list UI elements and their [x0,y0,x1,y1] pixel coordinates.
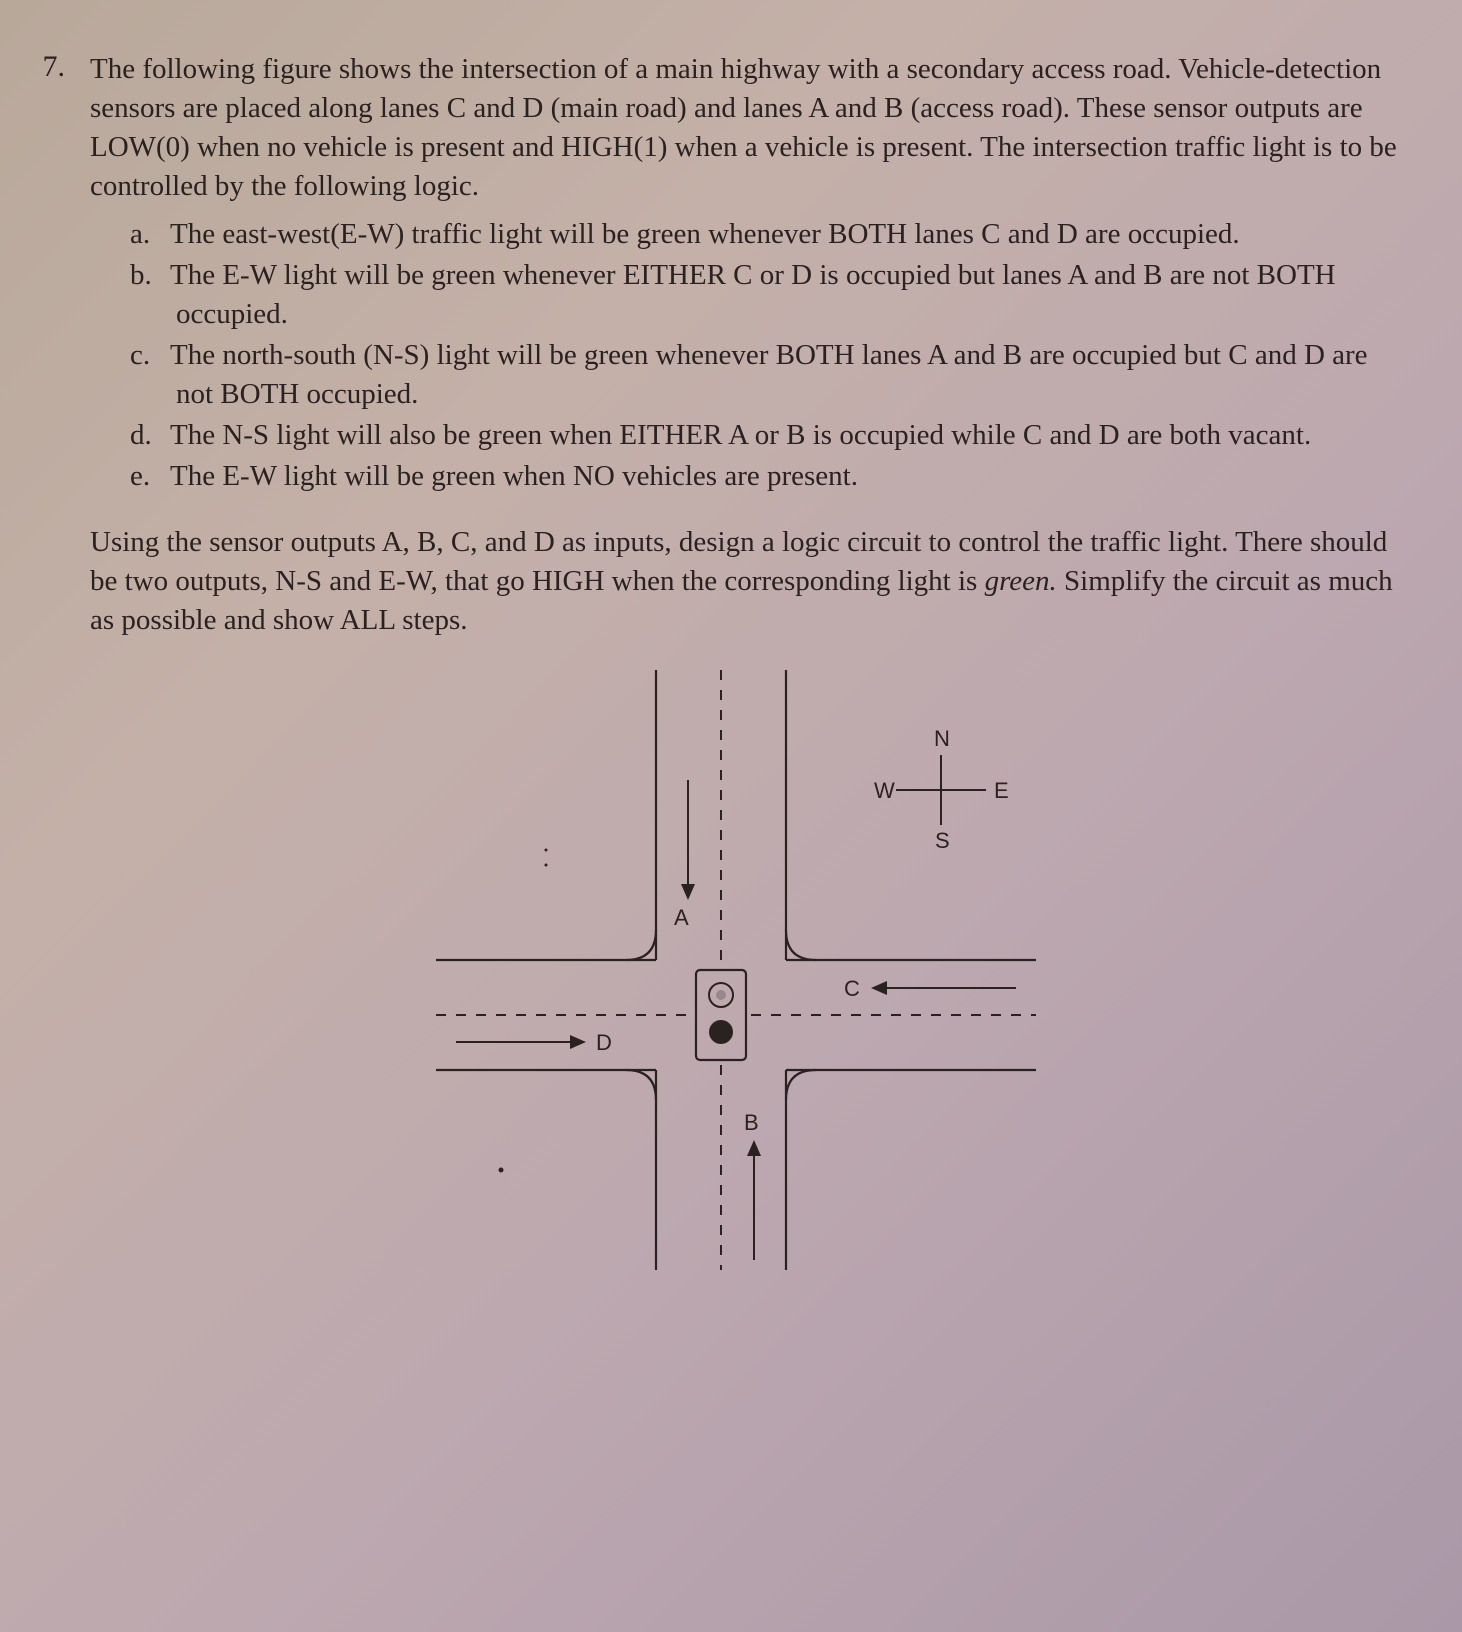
rule-e: e.The E-W light will be green when NO ve… [130,457,1402,496]
compass-e: E [994,778,1009,803]
intro-text: The following figure shows the intersect… [90,50,1402,207]
diagram-container: A B C D N [90,670,1402,1301]
rule-c: c.The north-south (N-S) light will be gr… [130,336,1402,414]
rule-text: The north-south (N-S) light will be gree… [170,339,1368,410]
page: 7. The following figure shows the inters… [0,0,1462,1341]
rule-text: The east-west(E-W) traffic light will be… [170,218,1240,250]
intersection-diagram: A B C D N [396,670,1096,1290]
rule-d: d.The N-S light will also be green when … [130,416,1402,455]
rule-letter: e. [130,457,170,496]
task-text: Using the sensor outputs A, B, C, and D … [90,523,1402,640]
rule-text: The E-W light will be green when NO vehi… [170,460,858,492]
rule-b: b.The E-W light will be green whenever E… [130,256,1402,334]
rule-text: The E-W light will be green whenever EIT… [170,259,1336,330]
compass-s: S [935,828,950,853]
rule-letter: a. [130,215,170,254]
compass-w: W [874,778,895,803]
task-italic: green. [985,565,1057,597]
rule-letter: d. [130,416,170,455]
rule-a: a.The east-west(E-W) traffic light will … [130,215,1402,254]
rule-letter: c. [130,336,170,375]
lane-b-label: B [744,1110,759,1135]
rule-text: The N-S light will also be green when EI… [170,419,1311,451]
lane-d-label: D [596,1030,612,1055]
compass-n: N [934,726,950,751]
question-number: 7. [30,50,80,84]
question-body: The following figure shows the intersect… [90,50,1402,1301]
rules-list: a.The east-west(E-W) traffic light will … [130,215,1402,497]
rule-letter: b. [130,256,170,295]
lane-c-label: C [844,976,860,1001]
lane-a-label: A [674,905,689,930]
